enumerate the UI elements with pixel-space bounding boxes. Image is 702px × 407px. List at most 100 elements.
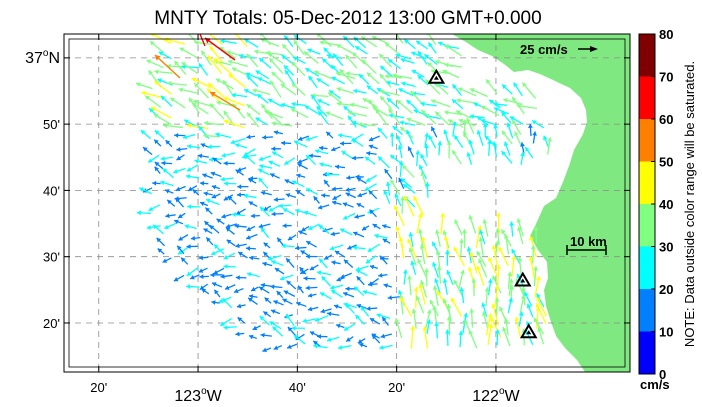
current-vector bbox=[186, 123, 209, 130]
current-vector bbox=[457, 87, 477, 97]
current-vector bbox=[271, 146, 281, 152]
current-vector bbox=[233, 287, 244, 294]
current-vector bbox=[536, 293, 545, 308]
current-vector bbox=[199, 283, 209, 291]
current-vector bbox=[282, 207, 295, 216]
current-vector bbox=[268, 160, 281, 167]
current-vector bbox=[492, 141, 498, 158]
current-vector bbox=[160, 95, 173, 107]
current-vector bbox=[339, 68, 354, 85]
current-vector bbox=[258, 223, 271, 229]
current-vector bbox=[507, 297, 514, 314]
current-vector bbox=[336, 87, 354, 95]
current-vector bbox=[331, 200, 342, 206]
current-vector bbox=[341, 150, 354, 160]
current-vector bbox=[342, 212, 356, 220]
current-vector bbox=[248, 334, 258, 340]
current-vector bbox=[390, 179, 401, 196]
current-vector bbox=[530, 245, 536, 264]
current-vector bbox=[212, 157, 222, 165]
current-vector bbox=[336, 43, 353, 54]
current-vector bbox=[379, 95, 392, 110]
colorbar-segment bbox=[639, 34, 655, 77]
current-vector bbox=[435, 82, 449, 95]
current-vector bbox=[282, 298, 293, 305]
current-vector bbox=[362, 289, 377, 296]
colorbar-tick-label: 0 bbox=[659, 367, 666, 382]
current-vector bbox=[160, 156, 174, 161]
current-vector bbox=[480, 118, 497, 126]
current-vector bbox=[305, 135, 318, 142]
current-vector bbox=[250, 213, 260, 219]
current-vector bbox=[471, 278, 477, 297]
current-vector bbox=[237, 184, 249, 190]
current-vector bbox=[182, 134, 196, 140]
colorbar-segment bbox=[639, 289, 655, 332]
current-vector bbox=[169, 97, 186, 109]
current-vector bbox=[415, 295, 425, 314]
current-vector bbox=[451, 149, 462, 165]
current-vector bbox=[434, 111, 450, 126]
current-vector bbox=[184, 224, 197, 230]
colorbar-segment bbox=[639, 331, 655, 374]
current-vector bbox=[162, 257, 172, 263]
current-vector bbox=[255, 70, 270, 80]
current-vector bbox=[343, 259, 354, 268]
current-vector bbox=[162, 167, 174, 179]
current-vector bbox=[383, 189, 391, 204]
current-vector bbox=[280, 140, 292, 146]
current-vector bbox=[223, 252, 236, 260]
current-vector bbox=[459, 287, 465, 304]
current-vector bbox=[398, 177, 405, 189]
current-vector bbox=[176, 245, 185, 255]
current-vector bbox=[186, 266, 199, 277]
current-vector bbox=[345, 187, 356, 193]
current-vector bbox=[257, 77, 271, 85]
current-vector bbox=[263, 242, 271, 249]
current-vector bbox=[420, 153, 428, 166]
current-vector bbox=[350, 102, 369, 109]
current-vector bbox=[379, 89, 400, 97]
current-vector bbox=[246, 112, 260, 128]
current-vector bbox=[228, 73, 247, 89]
y-tick-label: 20' bbox=[43, 316, 60, 331]
current-vector bbox=[533, 226, 539, 244]
current-vector bbox=[520, 142, 525, 155]
current-vector bbox=[323, 179, 330, 188]
map-border bbox=[63, 33, 631, 373]
current-vector bbox=[223, 264, 236, 269]
current-vector bbox=[154, 161, 164, 170]
current-vector bbox=[191, 102, 209, 115]
current-vector bbox=[268, 57, 284, 74]
current-vector bbox=[476, 265, 485, 286]
current-vector bbox=[481, 311, 489, 329]
current-vector bbox=[178, 234, 189, 241]
current-vector bbox=[379, 344, 393, 350]
current-vector bbox=[280, 102, 296, 109]
current-vector bbox=[381, 316, 389, 326]
colorbar-segment bbox=[639, 204, 655, 247]
current-vector bbox=[364, 183, 377, 192]
current-vector bbox=[317, 110, 329, 125]
current-vector bbox=[419, 280, 428, 298]
current-vector bbox=[317, 204, 330, 210]
current-vector bbox=[225, 226, 235, 235]
radar-site-marker bbox=[519, 323, 538, 339]
current-vector bbox=[407, 146, 415, 158]
current-vector bbox=[356, 177, 367, 185]
current-vector bbox=[194, 158, 208, 164]
current-vector bbox=[518, 311, 524, 327]
current-vector bbox=[354, 314, 365, 325]
current-vector bbox=[199, 34, 206, 47]
velocity-scale-arrow-head bbox=[590, 46, 598, 52]
current-vector bbox=[326, 311, 340, 317]
current-vector bbox=[207, 144, 221, 150]
current-vector bbox=[235, 331, 245, 337]
current-vector bbox=[384, 42, 401, 56]
colorbar-note: NOTE: Data outside color range will be s… bbox=[682, 61, 697, 347]
current-vector bbox=[259, 206, 270, 217]
current-vector bbox=[494, 297, 500, 317]
x-tick-label: 122oW bbox=[472, 386, 520, 405]
x-tick-label: 123oW bbox=[174, 386, 222, 405]
current-vector bbox=[365, 255, 377, 264]
